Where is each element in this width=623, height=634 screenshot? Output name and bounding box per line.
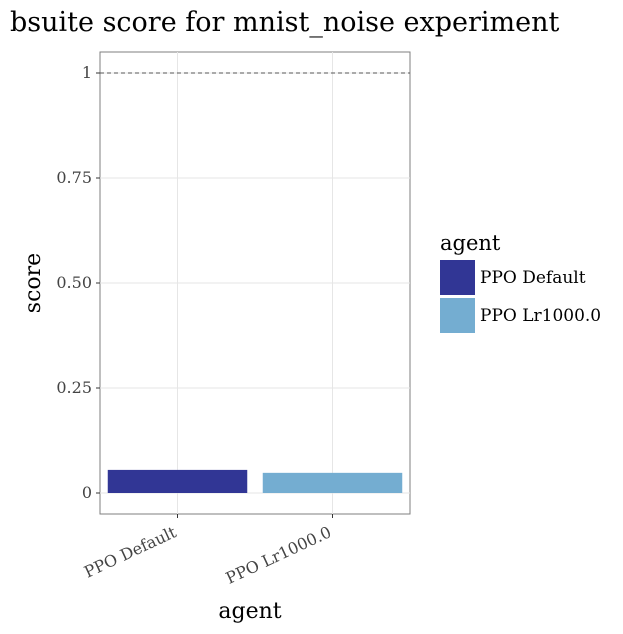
bars — [107, 469, 403, 493]
x-tick-label: PPO Default — [81, 522, 180, 581]
grid-lines — [100, 52, 410, 514]
legend-swatch — [440, 260, 475, 295]
y-tick-label: 0.50 — [56, 273, 92, 292]
y-tick-label: 0.75 — [56, 168, 92, 187]
bar-ppo-default — [107, 469, 248, 493]
bar-ppo-lr1000-0 — [262, 472, 403, 493]
x-axis: PPO Default PPO Lr1000.0 — [81, 514, 334, 588]
y-tick-label: 1 — [82, 63, 92, 82]
y-tick-label: 0.25 — [56, 378, 92, 397]
y-axis: 0 0.25 0.50 0.75 1 — [56, 63, 100, 502]
x-tick-label: PPO Lr1000.0 — [223, 522, 334, 587]
legend-label: PPO Default — [480, 268, 586, 288]
legend-swatch — [440, 298, 475, 333]
legend-label: PPO Lr1000.0 — [480, 306, 601, 326]
x-axis-title: agent — [218, 599, 281, 624]
y-axis-title: score — [21, 253, 46, 313]
legend: agent PPO Default PPO Lr1000.0 — [440, 231, 601, 333]
plot-area — [99, 51, 411, 515]
y-tick-label: 0 — [82, 483, 92, 502]
legend-title: agent — [440, 231, 501, 255]
chart-title: bsuite score for mnist_noise experiment — [10, 7, 560, 38]
